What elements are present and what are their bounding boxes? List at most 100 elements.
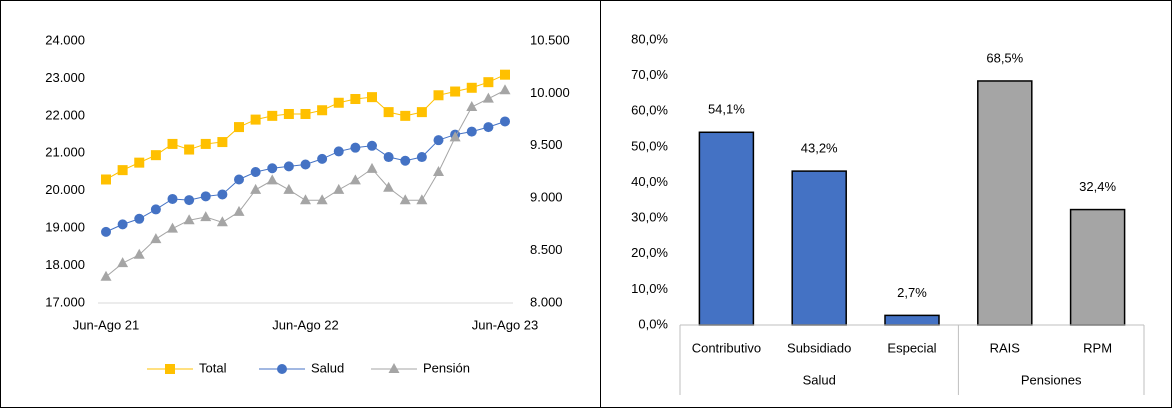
value-label: 2,7% (897, 285, 927, 300)
marker (217, 189, 228, 200)
marker (250, 167, 261, 177)
y2-tick-label: 9.500 (530, 137, 563, 152)
legend-label: Total (199, 360, 227, 375)
marker (167, 222, 178, 233)
marker (350, 142, 361, 153)
y-tick-label: 30,0% (631, 210, 668, 225)
marker (499, 84, 511, 95)
legend-marker (277, 364, 287, 374)
marker (333, 183, 345, 194)
marker (300, 108, 311, 119)
bar (884, 314, 940, 326)
marker (317, 105, 328, 116)
y-tick-label: 40,0% (631, 174, 668, 189)
marker (316, 194, 328, 205)
marker (267, 163, 278, 174)
marker (416, 194, 428, 205)
y-tick-label: 10,0% (631, 281, 668, 296)
marker (150, 233, 162, 244)
marker (333, 146, 344, 157)
marker (233, 205, 245, 216)
marker (117, 219, 128, 230)
marker (283, 183, 295, 194)
y-tick-label: 21.000 (45, 145, 85, 160)
marker (100, 270, 112, 281)
marker (483, 77, 494, 88)
bar (1069, 208, 1126, 326)
y-tick-label: 24.000 (45, 32, 85, 47)
marker (283, 161, 294, 172)
y-tick-label: 22.000 (45, 107, 85, 122)
marker (183, 214, 195, 225)
marker (266, 174, 278, 185)
marker (416, 107, 427, 118)
marker (234, 122, 244, 133)
y-tick-label: 80,0% (631, 31, 668, 46)
marker (383, 181, 395, 192)
marker (200, 138, 211, 149)
value-label: 68,5% (986, 50, 1023, 65)
marker (399, 194, 411, 205)
y-tick-label: 20,0% (631, 245, 668, 260)
marker (466, 126, 477, 137)
marker (150, 150, 161, 161)
marker (184, 144, 195, 155)
marker (317, 153, 328, 164)
marker (433, 166, 444, 176)
marker (482, 92, 494, 103)
marker (449, 131, 461, 142)
marker (366, 162, 378, 173)
y2-tick-label: 10.500 (530, 32, 570, 47)
marker (234, 174, 244, 185)
legend-marker (388, 363, 400, 373)
y-tick-label: 50,0% (631, 138, 668, 153)
x-tick-label: Jun-Ago 22 (272, 317, 339, 332)
marker (117, 165, 128, 176)
value-label: 32,4% (1079, 179, 1116, 194)
marker (349, 174, 361, 185)
y-tick-label: 20.000 (45, 182, 85, 197)
x-tick-label: RPM (1083, 340, 1112, 355)
y2-tick-label: 9.000 (530, 190, 563, 205)
marker (400, 110, 411, 121)
marker (433, 135, 444, 146)
bar (977, 80, 1033, 326)
series-line (105, 120, 506, 233)
marker (200, 191, 211, 202)
group-label: Pensiones (1021, 372, 1082, 387)
y-tick-label: 19.000 (45, 220, 85, 235)
x-tick-label: Jun-Ago 23 (472, 317, 539, 332)
marker (350, 94, 361, 105)
y-tick-label: 17.000 (45, 294, 85, 309)
marker (133, 248, 145, 259)
x-tick-label: Especial (887, 340, 936, 355)
x-tick-label: Contributivo (692, 340, 761, 355)
marker (500, 69, 510, 80)
value-label: 54,1% (708, 102, 745, 117)
marker (367, 92, 377, 103)
y2-tick-label: 8.500 (530, 242, 563, 257)
marker (167, 138, 178, 149)
marker (300, 194, 311, 205)
marker (433, 90, 444, 101)
marker (184, 195, 195, 206)
marker (466, 82, 477, 93)
marker (134, 157, 145, 168)
marker (383, 107, 394, 118)
y-tick-label: 0,0% (638, 316, 668, 331)
x-tick-label: RAIS (990, 340, 1021, 355)
bar (791, 170, 847, 326)
legend-label: Pensión (423, 360, 470, 375)
marker (333, 97, 344, 108)
marker (416, 152, 427, 163)
y-tick-label: 70,0% (631, 67, 668, 82)
marker (167, 193, 178, 204)
y2-tick-label: 10.000 (530, 85, 570, 100)
y2-tick-label: 8.000 (530, 294, 563, 309)
marker (400, 155, 411, 166)
marker (267, 110, 278, 121)
marker (101, 226, 111, 237)
marker (450, 86, 461, 97)
group-label: Salud (803, 372, 836, 387)
